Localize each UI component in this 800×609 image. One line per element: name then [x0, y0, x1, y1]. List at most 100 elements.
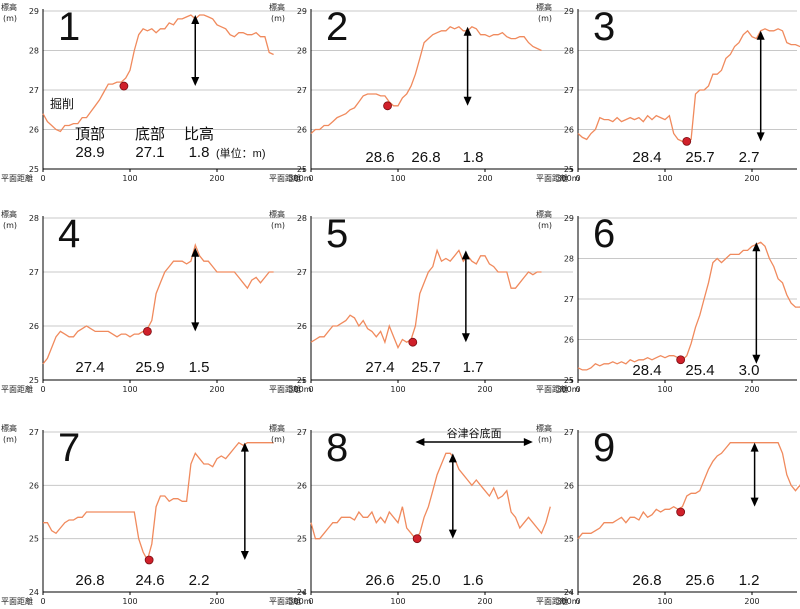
y-axis-label: 標高 [1, 2, 17, 12]
x-tick-label: 0 [308, 597, 313, 606]
profile-panel-4: 25 26 27 28 0 100 200 300m 標高 (m) 平面距離 4 27.4 25.9 1.5 [1, 209, 312, 394]
panel-number: 5 [326, 212, 348, 256]
y-tick-label: 27 [297, 428, 307, 437]
excavation-annotation: 掘削 [50, 96, 74, 111]
x-tick-label: 300m [556, 385, 579, 394]
y-tick-label: 29 [29, 7, 39, 16]
top-elevation-value: 28.4 [632, 362, 661, 379]
x-tick-label: 0 [40, 174, 45, 183]
relief-value: 1.5 [189, 359, 210, 376]
relief-arrow-head-bottom [750, 497, 759, 507]
top-elevation-value: 26.6 [365, 572, 394, 589]
x-tick-label: 300m [556, 597, 579, 606]
valley-bottom-marker [682, 136, 692, 146]
y-tick-label: 24 [564, 588, 574, 597]
y-axis-unit: (m) [538, 435, 552, 444]
relief-arrow-head-top [461, 250, 470, 260]
y-axis-label: 標高 [269, 423, 285, 433]
y-tick-label: 27 [297, 268, 307, 277]
x-tick-label: 100 [122, 385, 137, 394]
y-axis-label: 標高 [536, 423, 552, 433]
x-tick-label: 0 [575, 174, 580, 183]
relief-value: 1.8 [189, 144, 210, 161]
relief-value: 1.8 [463, 149, 484, 166]
x-axis-label: 平面距離 [536, 596, 568, 606]
relief-arrow-head-bottom [752, 354, 761, 364]
panel-number: 4 [58, 212, 80, 256]
x-tick-label: 200 [744, 597, 759, 606]
y-tick-label: 26 [29, 481, 39, 490]
bottom-elevation-value: 25.6 [685, 572, 714, 589]
x-tick-label: 100 [390, 597, 405, 606]
value-header-label: 頂部 [75, 126, 105, 143]
x-tick-label: 200 [209, 385, 224, 394]
x-axis-label: 平面距離 [1, 173, 33, 183]
profile-panel-8: 24 25 26 27 0 100 200 300m 標高 (m) 平面距離 谷津谷底面 8 26.6 25… [269, 423, 580, 606]
y-axis-label: 標高 [1, 209, 17, 219]
x-tick-label: 200 [477, 385, 492, 394]
top-elevation-value: 28.9 [75, 144, 104, 161]
x-tick-label: 0 [308, 385, 313, 394]
profile-panel-7: 24 25 26 27 0 100 200 300m 標高 (m) 平面距離 7 26.8 24.6 2.2 [1, 423, 312, 606]
relief-arrow-head-bottom [240, 551, 249, 560]
profile-panel-6: 25 26 27 28 29 0 100 200 300m 標高 (m) 平面距離 6 28.4 25.4 3… [536, 209, 800, 394]
y-tick-label: 29 [564, 7, 574, 16]
bottom-elevation-value: 24.6 [135, 572, 164, 589]
profile-panel-1: 25 26 27 28 29 0 100 200 300m 標高 (m) 平面距離 1 頂部 底部 比高(単位… [1, 2, 312, 183]
x-axis-label: 平面距離 [269, 173, 301, 183]
value-header-label: 比高 [184, 126, 214, 143]
x-tick-label: 100 [122, 174, 137, 183]
bottom-elevation-value: 27.1 [135, 144, 164, 161]
x-tick-label: 200 [477, 597, 492, 606]
x-tick-label: 300m [288, 597, 311, 606]
x-tick-label: 100 [657, 597, 672, 606]
x-axis-label: 平面距離 [536, 173, 568, 183]
y-axis-label: 標高 [536, 209, 552, 219]
y-tick-label: 26 [297, 126, 307, 135]
panel-number: 7 [58, 426, 80, 470]
y-tick-label: 25 [297, 535, 307, 544]
bottom-elevation-value: 26.8 [411, 149, 440, 166]
y-tick-label: 25 [564, 535, 574, 544]
bottom-elevation-value: 25.7 [411, 359, 440, 376]
y-tick-label: 26 [564, 126, 574, 135]
x-tick-label: 300m [288, 385, 311, 394]
y-tick-label: 28 [297, 214, 307, 223]
y-tick-label: 28 [29, 47, 39, 56]
y-axis-unit: (m) [538, 221, 552, 230]
profile-line [43, 441, 274, 562]
y-axis-unit: (m) [538, 14, 552, 23]
y-axis-unit: (m) [3, 435, 17, 444]
profile-line [310, 248, 542, 350]
y-axis-label: 標高 [536, 2, 552, 12]
relief-arrow-head-top [240, 442, 249, 452]
x-tick-label: 0 [575, 385, 580, 394]
y-tick-label: 27 [564, 295, 574, 304]
valley-bottom-marker [119, 81, 129, 91]
y-tick-label: 27 [297, 86, 307, 95]
y-axis-unit: (m) [271, 221, 285, 230]
y-tick-label: 25 [564, 376, 574, 385]
y-tick-label: 25 [297, 376, 307, 385]
x-tick-label: 200 [744, 385, 759, 394]
relief-arrow-head-bottom [191, 322, 200, 332]
valley-bottom-marker [676, 507, 686, 517]
x-axis-label: 平面距離 [269, 384, 301, 394]
y-tick-label: 27 [564, 428, 574, 437]
relief-arrow-head-bottom [448, 529, 457, 539]
x-axis-label: 平面距離 [269, 596, 301, 606]
top-elevation-value: 27.4 [365, 359, 394, 376]
y-tick-label: 27 [29, 428, 39, 437]
relief-value: 3.0 [739, 362, 760, 379]
bottom-elevation-value: 25.4 [685, 362, 714, 379]
y-tick-label: 29 [297, 7, 307, 16]
x-tick-label: 200 [209, 174, 224, 183]
relief-value: 2.7 [739, 149, 760, 166]
relief-arrow-head-top [752, 242, 761, 252]
valley-bottom-marker [142, 326, 152, 336]
top-elevation-value: 27.4 [75, 359, 104, 376]
panel-number: 8 [326, 426, 348, 470]
y-axis-label: 標高 [269, 2, 285, 12]
x-tick-label: 300m [556, 174, 579, 183]
top-elevation-value: 28.4 [632, 149, 661, 166]
